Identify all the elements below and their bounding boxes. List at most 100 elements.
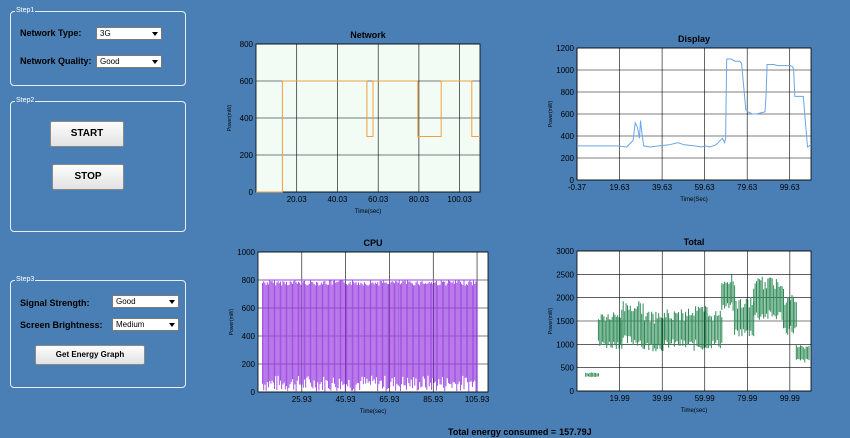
- x-axis-label: Time(sec): [355, 209, 381, 215]
- y-tick-label: 500: [561, 364, 575, 373]
- step3-group: Step3: [10, 275, 186, 388]
- step1-title: Step1: [15, 6, 36, 16]
- total-energy-readout: Total energy consumed = 157.79J: [448, 427, 592, 437]
- x-tick-label: 20.03: [287, 195, 308, 204]
- y-tick-label: 200: [561, 154, 575, 163]
- network-quality-label: Network Quality:: [20, 56, 92, 66]
- y-tick-label: 600: [240, 77, 254, 86]
- y-tick-label: 0: [251, 388, 256, 397]
- y-tick-label: 1200: [556, 44, 574, 53]
- y-tick-label: 1500: [556, 317, 574, 326]
- network-type-select[interactable]: 3G: [96, 27, 162, 40]
- x-tick-label: 99.63: [780, 183, 801, 192]
- series-line: [256, 80, 480, 193]
- y-tick-label: 0: [570, 387, 575, 396]
- x-tick-label: 59.63: [695, 183, 716, 192]
- series-line: [597, 312, 623, 349]
- network-type-label: Network Type:: [20, 28, 82, 38]
- chart-title: Network: [350, 30, 387, 40]
- y-tick-label: 1000: [237, 248, 255, 257]
- series-line: [642, 311, 665, 352]
- y-tick-label: 800: [242, 276, 256, 285]
- signal-strength-label: Signal Strength:: [20, 298, 90, 308]
- total-energy-label: Total energy consumed =: [448, 427, 557, 437]
- x-tick-label: 19.63: [610, 183, 631, 192]
- chevron-down-icon: [169, 323, 175, 327]
- x-tick-label: 79.99: [737, 394, 758, 403]
- x-tick-label: 59.99: [695, 394, 716, 403]
- series-line: [734, 297, 755, 337]
- x-tick-label: 19.99: [610, 394, 631, 403]
- x-tick-label: 80.03: [409, 195, 430, 204]
- network-type-value: 3G: [100, 29, 111, 38]
- plot-frame: [576, 250, 812, 392]
- series-line: [753, 276, 784, 320]
- screen-brightness-select[interactable]: Medium: [112, 318, 179, 331]
- chevron-down-icon: [152, 32, 158, 36]
- x-tick-label: 100.03: [447, 195, 472, 204]
- y-tick-label: 800: [561, 88, 575, 97]
- y-tick-label: 800: [240, 40, 254, 49]
- cpu-chart: CPU 0 200 400 600 800 1000 25.93 45.93 65.93 85.93…: [229, 238, 490, 415]
- y-tick-label: 400: [242, 332, 256, 341]
- plot-frame: [576, 47, 812, 181]
- plot-frame: [257, 251, 489, 393]
- y-axis-label: Power(mW): [548, 100, 554, 127]
- series-line: [621, 301, 644, 347]
- series-line: [795, 345, 810, 363]
- series-line: [783, 295, 797, 335]
- get-energy-graph-button[interactable]: Get Energy Graph: [35, 345, 145, 365]
- y-tick-label: 400: [561, 132, 575, 141]
- x-tick-label: 45.93: [336, 395, 357, 404]
- x-axis-label: Time(sec): [360, 409, 386, 415]
- chevron-down-icon: [169, 300, 175, 304]
- series-line: [663, 309, 687, 348]
- x-tick-label: 39.99: [652, 394, 673, 403]
- chart-title: CPU: [363, 238, 382, 248]
- series-line: [585, 372, 599, 377]
- y-tick-label: 400: [240, 114, 254, 123]
- start-button[interactable]: START: [50, 121, 124, 147]
- stop-button[interactable]: STOP: [52, 164, 124, 190]
- x-tick-label: 85.93: [423, 395, 444, 404]
- x-axis-label: Time(sec): [681, 408, 707, 414]
- x-tick-label: 39.63: [652, 183, 673, 192]
- chart-title: Display: [678, 34, 710, 44]
- series-line: [577, 58, 812, 148]
- total-chart: Total 0 500 1000 1500 2000 2500 3000 19.99 39.99 5…: [548, 237, 812, 414]
- signal-strength-select[interactable]: Good: [112, 295, 179, 308]
- series-line: [706, 310, 723, 349]
- step2-group: Step2: [10, 96, 186, 232]
- y-tick-label: 200: [240, 151, 254, 160]
- network-chart: Network 0 200 400 600 800 20.03 40.03 60.03 80.03…: [227, 30, 481, 215]
- y-tick-label: 0: [249, 188, 254, 197]
- step3-title: Step3: [15, 275, 36, 285]
- y-tick-label: 1000: [556, 340, 574, 349]
- display-chart: Display 0 200 400 600 800 1000 1200 -0.37 19.63 39…: [548, 34, 812, 203]
- x-tick-label: 25.93: [292, 395, 313, 404]
- screen-brightness-label: Screen Brightness:: [20, 320, 103, 330]
- x-axis-label: Time(Sec): [680, 197, 707, 203]
- x-tick-label: 105.93: [465, 395, 490, 404]
- y-tick-label: 3000: [556, 247, 574, 256]
- network-quality-select[interactable]: Good: [96, 55, 162, 68]
- y-tick-label: 1000: [556, 66, 574, 75]
- signal-strength-value: Good: [116, 297, 136, 306]
- x-tick-label: 79.63: [737, 183, 758, 192]
- x-tick-label: 60.03: [368, 195, 389, 204]
- x-tick-label: -0.37: [568, 183, 587, 192]
- y-axis-label: Power(mW): [229, 308, 235, 335]
- y-axis-label: Power(mW): [227, 104, 233, 131]
- x-tick-label: 65.93: [379, 395, 400, 404]
- x-tick-label: 40.03: [327, 195, 348, 204]
- y-tick-label: 2000: [556, 294, 574, 303]
- y-tick-label: 200: [242, 360, 256, 369]
- series-line: [262, 280, 478, 392]
- series-line: [685, 306, 708, 351]
- x-tick-label: 99.99: [780, 394, 801, 403]
- network-quality-value: Good: [100, 57, 120, 66]
- step1-group: Step1: [10, 6, 186, 86]
- y-tick-label: 600: [561, 110, 575, 119]
- chevron-down-icon: [152, 60, 158, 64]
- plot-frame: [255, 43, 481, 193]
